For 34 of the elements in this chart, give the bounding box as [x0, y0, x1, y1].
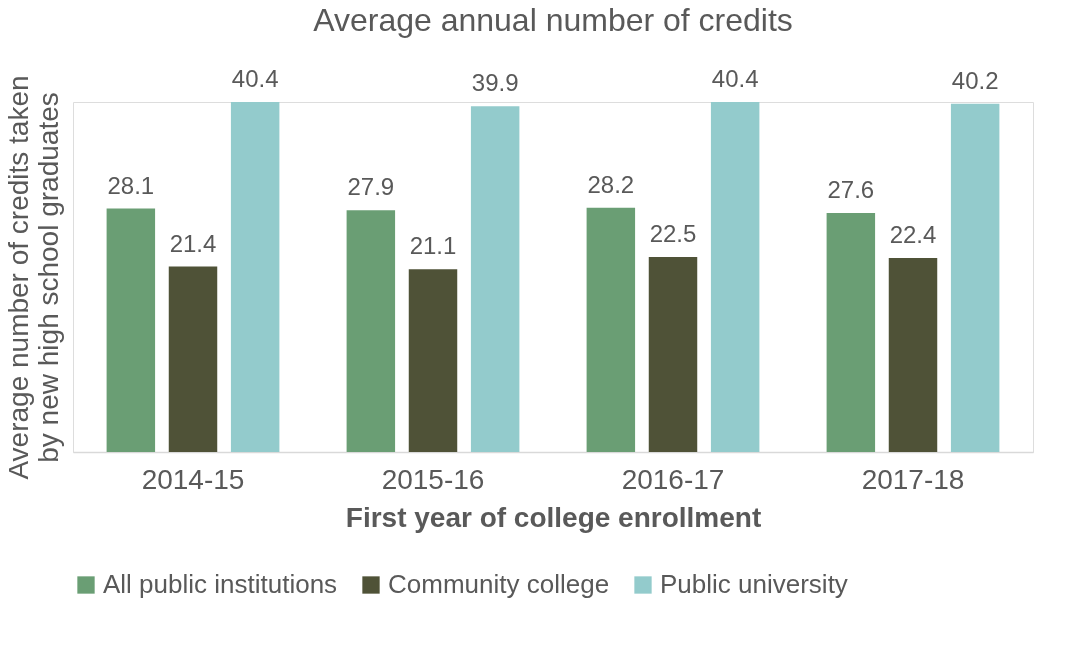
- chart-title: Average annual number of credits: [313, 2, 793, 38]
- x-tick-label: 2016-17: [621, 463, 725, 495]
- y-axis-title: Average number of credits taken by new high school graduates: [2, 75, 64, 480]
- bar: [346, 210, 396, 452]
- x-axis-title: First year of college enrollment: [345, 501, 762, 533]
- data-label: 40.4: [711, 65, 759, 92]
- data-label: 28.1: [107, 171, 155, 199]
- bar: [470, 106, 520, 452]
- data-label: 21.4: [169, 229, 217, 257]
- data-label: 28.2: [587, 170, 635, 198]
- data-label: 40.4: [231, 65, 279, 92]
- bar: [888, 257, 938, 452]
- legend-label: Public university: [660, 569, 848, 599]
- bar: [106, 208, 156, 452]
- bar: [710, 102, 760, 452]
- x-tick-label: 2015-16: [381, 463, 485, 495]
- x-tick-label: 2017-18: [861, 463, 965, 495]
- data-label: 22.4: [889, 220, 937, 248]
- data-label: 39.9: [471, 69, 519, 97]
- x-tick-label: 2014-15: [141, 463, 245, 495]
- bar: [950, 103, 1000, 452]
- legend-label: All public institutions: [103, 569, 338, 599]
- bar: [648, 257, 698, 452]
- bar: [168, 266, 218, 452]
- data-label: 40.2: [951, 66, 999, 94]
- data-label: 22.5: [649, 220, 697, 248]
- data-label: 27.9: [347, 173, 395, 201]
- bar: [408, 269, 458, 452]
- data-label: 21.1: [409, 232, 457, 260]
- bar: [586, 207, 636, 452]
- data-label: 27.6: [827, 175, 875, 203]
- bar: [826, 212, 876, 452]
- bar: [230, 102, 280, 452]
- legend-label: Community college: [388, 569, 610, 599]
